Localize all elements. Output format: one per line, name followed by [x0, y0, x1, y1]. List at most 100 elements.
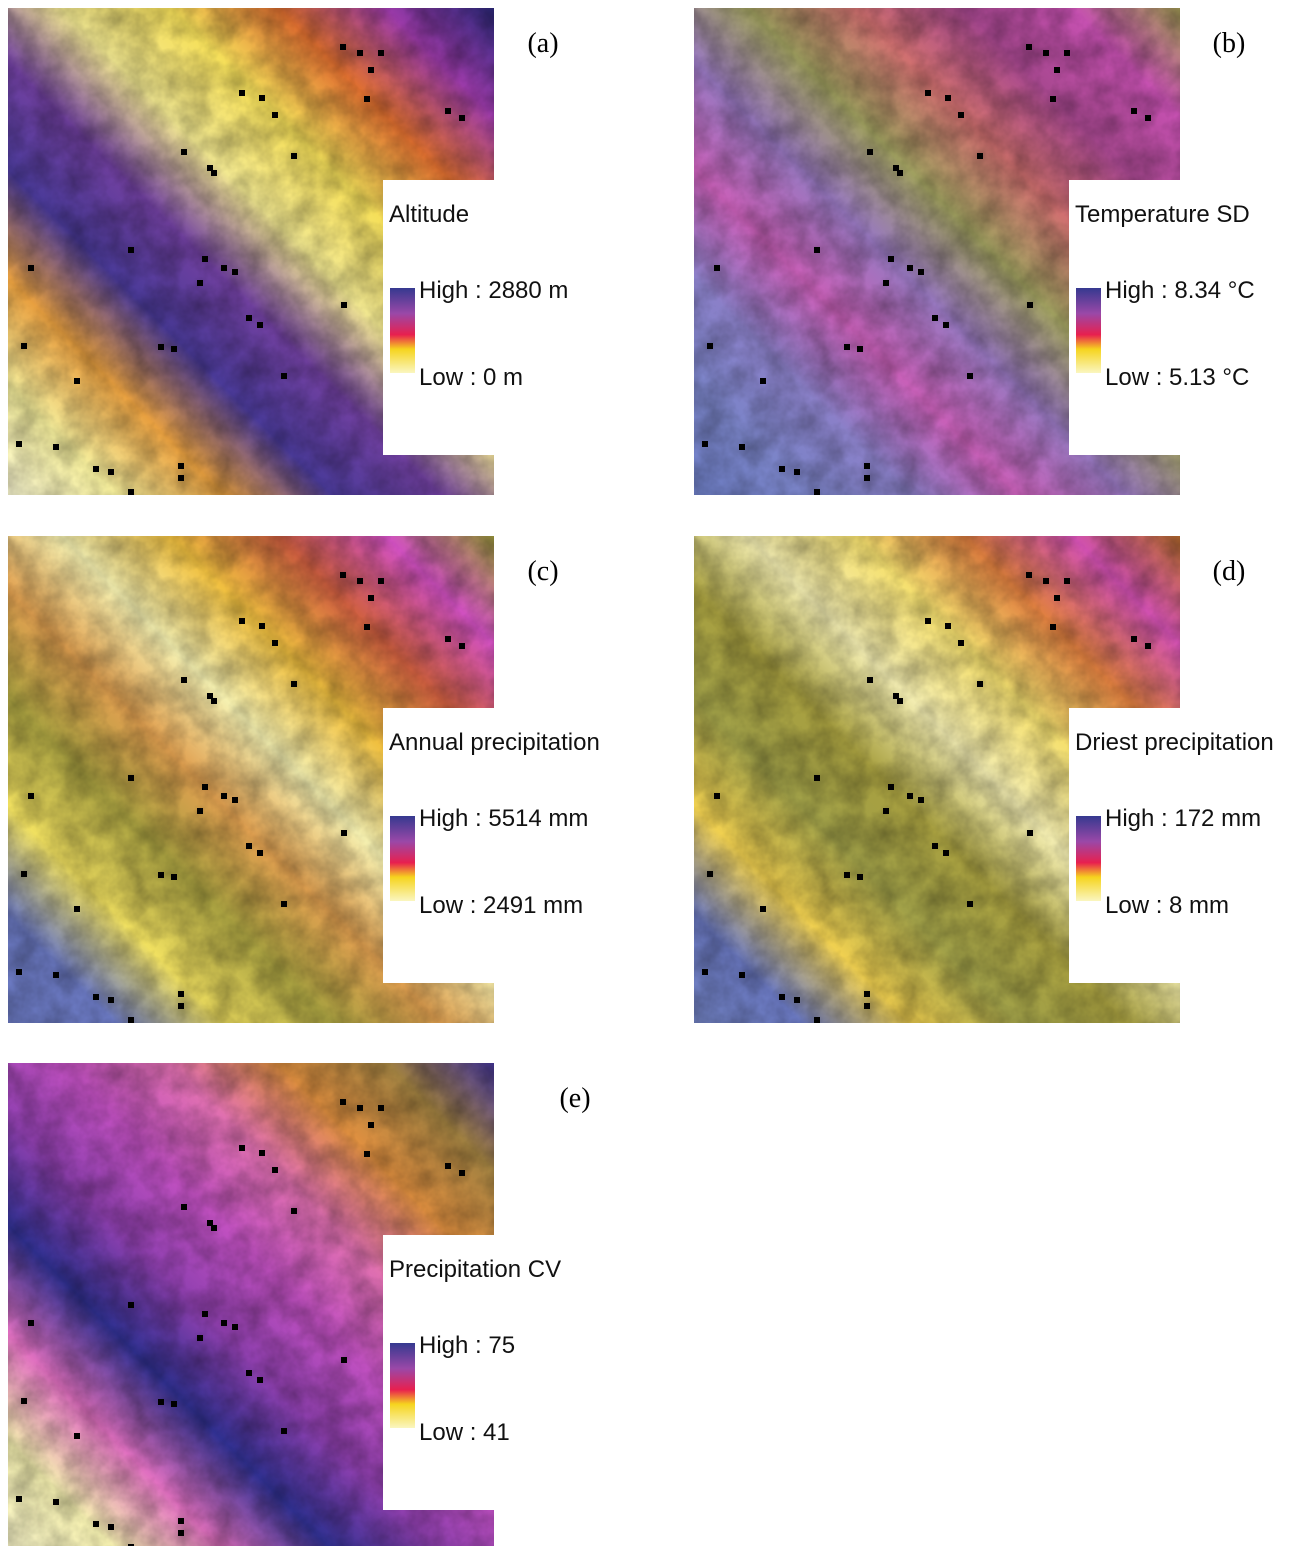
site-marker	[202, 1311, 208, 1317]
site-marker	[943, 850, 949, 856]
site-marker	[857, 874, 863, 880]
site-marker	[1054, 595, 1060, 601]
site-marker	[158, 344, 164, 350]
legend-title: Precipitation CV	[389, 1256, 561, 1283]
site-marker	[257, 850, 263, 856]
site-marker	[128, 489, 134, 495]
site-marker	[21, 1398, 27, 1404]
site-marker	[197, 280, 203, 286]
site-marker	[202, 784, 208, 790]
site-marker	[364, 624, 370, 630]
site-marker	[364, 96, 370, 102]
legend-high: High : 8.34 °C	[1105, 277, 1255, 304]
site-marker	[883, 808, 889, 814]
site-marker	[368, 1122, 374, 1128]
legend-high: High : 2880 m	[419, 277, 568, 304]
site-marker	[341, 1357, 347, 1363]
site-marker	[257, 1377, 263, 1383]
site-marker	[459, 643, 465, 649]
site-marker	[53, 444, 59, 450]
legend-title: Altitude	[389, 201, 469, 228]
site-marker	[814, 489, 820, 495]
site-marker	[197, 808, 203, 814]
site-marker	[945, 95, 951, 101]
site-marker	[246, 843, 252, 849]
site-marker	[21, 343, 27, 349]
site-marker	[53, 972, 59, 978]
legend-bar	[390, 1343, 415, 1428]
site-marker	[93, 466, 99, 472]
site-marker	[1054, 67, 1060, 73]
site-marker	[74, 906, 80, 912]
site-marker	[907, 265, 913, 271]
site-marker	[702, 969, 708, 975]
site-marker	[1026, 572, 1032, 578]
site-marker	[291, 1208, 297, 1214]
site-marker	[864, 1003, 870, 1009]
site-marker	[181, 149, 187, 155]
panel-label: (b)	[1213, 28, 1246, 59]
site-marker	[74, 1433, 80, 1439]
legend-low: Low : 5.13 °C	[1105, 364, 1249, 391]
site-marker	[1131, 636, 1137, 642]
site-marker	[232, 1324, 238, 1330]
legend-title: Annual precipitation	[389, 729, 600, 756]
site-marker	[357, 50, 363, 56]
site-marker	[341, 830, 347, 836]
legend-low: Low : 0 m	[419, 364, 523, 391]
legend-title: Driest precipitation	[1075, 729, 1274, 756]
site-marker	[259, 623, 265, 629]
site-marker	[21, 871, 27, 877]
site-marker	[707, 871, 713, 877]
legend-low: Low : 41	[419, 1419, 510, 1446]
site-marker	[967, 373, 973, 379]
site-marker	[340, 572, 346, 578]
site-marker	[211, 170, 217, 176]
legend-bar	[1076, 816, 1101, 901]
site-marker	[918, 269, 924, 275]
site-marker	[1050, 96, 1056, 102]
site-marker	[16, 1496, 22, 1502]
site-marker	[897, 170, 903, 176]
site-marker	[445, 1163, 451, 1169]
site-marker	[108, 469, 114, 475]
site-marker	[357, 578, 363, 584]
site-marker	[714, 265, 720, 271]
site-marker	[844, 872, 850, 878]
site-marker	[945, 623, 951, 629]
site-marker	[28, 265, 34, 271]
site-marker	[844, 344, 850, 350]
site-marker	[28, 793, 34, 799]
panel-label: (c)	[527, 556, 558, 587]
site-marker	[128, 1017, 134, 1023]
site-marker	[291, 153, 297, 159]
site-marker	[181, 1204, 187, 1210]
site-marker	[739, 444, 745, 450]
site-marker	[178, 1518, 184, 1524]
site-marker	[864, 991, 870, 997]
site-marker	[272, 640, 278, 646]
site-marker	[272, 1167, 278, 1173]
legend-high: High : 75	[419, 1332, 515, 1359]
site-marker	[1145, 643, 1151, 649]
site-marker	[918, 797, 924, 803]
site-marker	[760, 378, 766, 384]
site-marker	[867, 149, 873, 155]
site-marker	[246, 1370, 252, 1376]
site-marker	[907, 793, 913, 799]
site-marker	[368, 595, 374, 601]
site-marker	[1043, 578, 1049, 584]
site-marker	[814, 775, 820, 781]
site-marker	[1064, 50, 1070, 56]
site-marker	[272, 112, 278, 118]
site-marker	[1064, 578, 1070, 584]
site-marker	[108, 997, 114, 1003]
site-marker	[1131, 108, 1137, 114]
site-marker	[53, 1499, 59, 1505]
site-marker	[779, 466, 785, 472]
figure: AltitudeHigh : 2880 mLow : 0 m(a)Tempera…	[0, 0, 1314, 1546]
site-marker	[958, 640, 964, 646]
panel-label: (e)	[559, 1083, 590, 1114]
site-marker	[340, 1099, 346, 1105]
